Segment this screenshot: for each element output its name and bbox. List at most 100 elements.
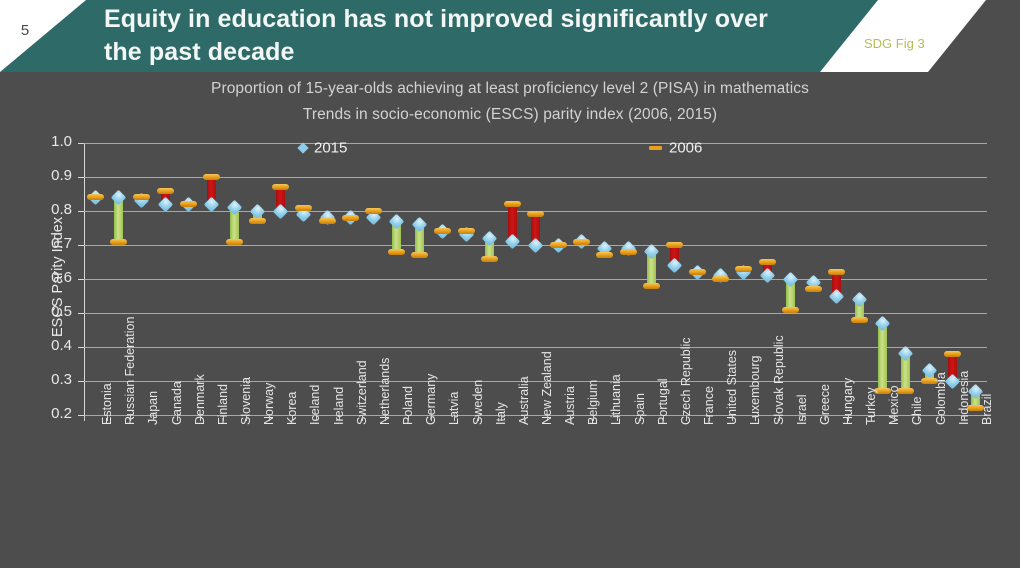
y-axis-tick	[78, 381, 84, 382]
x-axis-tick	[222, 415, 224, 421]
marker-2015	[782, 271, 798, 287]
x-axis-tick	[315, 415, 317, 421]
y-axis-tick	[78, 415, 84, 416]
legend-item-2006[interactable]: 2006	[649, 139, 702, 157]
marker-2006	[318, 218, 336, 225]
gridline	[84, 143, 987, 144]
y-axis-tick	[78, 211, 84, 212]
x-axis-tick	[570, 415, 572, 421]
x-axis-tick	[454, 415, 456, 421]
chart-plot-area: ESCS Parity Index 1.0 0.9 0.8 0.7 0.6 0.5 0.4 0…	[50, 134, 994, 425]
legend-label: 2006	[669, 139, 703, 157]
x-axis-tick	[361, 415, 363, 421]
y-axis-tick-label: 0.8	[51, 201, 72, 218]
change-bar	[901, 353, 911, 392]
y-axis-tick-label: 0.7	[51, 235, 72, 252]
change-bar	[507, 204, 517, 242]
y-axis-tick	[78, 245, 84, 246]
marker-2006	[781, 306, 799, 313]
legend-label: 2015	[314, 139, 348, 157]
x-axis-tick	[848, 415, 850, 421]
x-axis-tick	[84, 415, 85, 421]
marker-2006	[828, 269, 845, 276]
marker-2006	[642, 282, 660, 289]
gridline	[84, 177, 987, 178]
x-axis-tick	[824, 415, 826, 421]
marker-2006	[388, 248, 406, 255]
gridline	[84, 381, 987, 382]
x-axis-tick	[686, 415, 687, 421]
marker-2006	[272, 184, 290, 191]
marker-2006	[689, 269, 707, 276]
change-bar	[531, 214, 540, 245]
marker-2006	[665, 242, 683, 248]
x-axis-tick	[778, 415, 780, 421]
marker-2006	[434, 228, 452, 235]
marker-2006	[735, 265, 753, 272]
marker-2006	[712, 276, 730, 282]
x-axis-tick	[477, 415, 479, 421]
gridline	[84, 313, 987, 314]
chart-legend: 2015 2006	[84, 139, 987, 157]
x-axis-tick	[547, 415, 549, 421]
marker-2006	[457, 228, 475, 235]
marker-2006	[874, 388, 892, 395]
marker-2006	[341, 214, 359, 221]
x-axis-category-label: Russian Federation	[123, 316, 138, 425]
marker-2015	[203, 196, 220, 212]
marker-2006	[87, 194, 105, 201]
x-axis-tick	[338, 415, 340, 421]
x-axis-tick	[639, 415, 641, 421]
x-axis-tick	[801, 415, 803, 421]
x-axis-tick	[917, 415, 919, 421]
slide-header: 5 Equity in education has not improved s…	[0, 0, 1020, 72]
marker-2006	[758, 259, 776, 265]
marker-2015	[759, 267, 775, 284]
marker-2006	[179, 201, 197, 208]
x-axis-tick	[593, 415, 595, 421]
x-axis-tick	[662, 415, 664, 421]
change-bar	[785, 279, 795, 310]
marker-2006	[804, 286, 822, 293]
change-bar	[832, 272, 841, 296]
marker-2006	[619, 248, 637, 255]
change-bar	[970, 391, 980, 409]
marker-2006	[596, 252, 614, 259]
figure-tag: SDG Fig 3	[864, 36, 925, 51]
marker-2015	[157, 196, 173, 212]
legend-item-2015[interactable]: 2015	[297, 139, 348, 157]
marker-2006	[503, 201, 521, 208]
marker-2015	[666, 257, 683, 274]
change-bar	[415, 224, 425, 256]
gridline	[84, 415, 987, 416]
chart-title: Proportion of 15-year-olds achieving at …	[211, 80, 809, 97]
y-axis-tick-label: 0.3	[51, 371, 72, 388]
slide-title: Equity in education has not improved sig…	[104, 5, 768, 66]
marker-2006	[156, 187, 174, 194]
marker-2006	[897, 388, 915, 395]
y-axis-tick-label: 0.5	[51, 303, 72, 320]
change-bar	[206, 177, 216, 205]
x-axis-tick	[153, 415, 155, 421]
marker-2006	[480, 255, 498, 262]
x-axis-tick	[130, 415, 132, 421]
marker-2006	[943, 350, 961, 357]
marker-2006	[550, 242, 568, 248]
marker-2015	[504, 233, 521, 250]
marker-2006	[226, 238, 243, 245]
change-bar	[646, 251, 656, 286]
marker-2006	[202, 174, 220, 180]
marker-2006	[411, 252, 429, 259]
x-axis-tick	[732, 415, 734, 421]
x-axis-tick	[709, 415, 711, 421]
gridline	[84, 279, 987, 280]
marker-2015	[481, 230, 497, 246]
x-axis-tick	[269, 415, 271, 421]
y-axis-tick-label: 0.6	[51, 269, 72, 286]
gridline	[84, 347, 987, 348]
x-axis-tick	[894, 415, 896, 421]
marker-2006	[364, 208, 382, 214]
x-axis-tick	[176, 415, 178, 421]
marker-2006	[851, 316, 869, 323]
